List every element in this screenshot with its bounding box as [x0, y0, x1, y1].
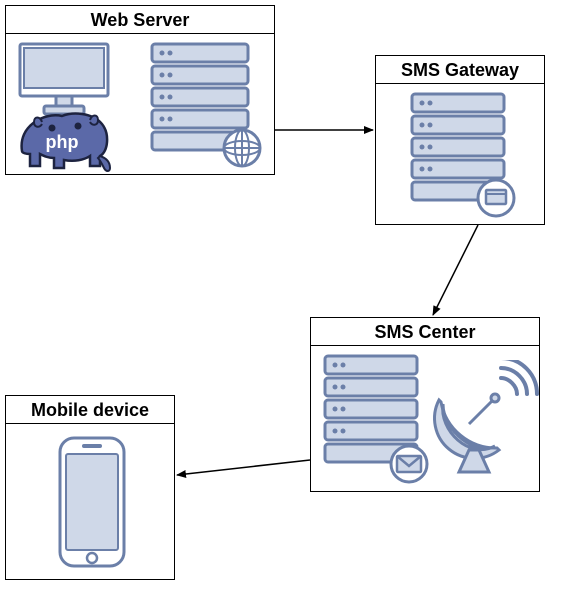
node-body-web-server: php	[6, 34, 274, 176]
php-elephant-icon: php	[10, 106, 120, 176]
edge-sms_gateway-to-sms_center	[433, 225, 478, 315]
node-web-server: Web Server php	[5, 5, 275, 175]
node-title-mobile-device: Mobile device	[6, 396, 174, 424]
edge-sms_center-to-mobile_device	[177, 460, 310, 475]
node-body-sms-center	[311, 346, 539, 493]
node-sms-gateway: SMS Gateway	[375, 55, 545, 225]
node-title-web-server: Web Server	[6, 6, 274, 34]
node-body-sms-gateway	[376, 84, 544, 226]
node-body-mobile-device	[6, 424, 174, 581]
server-globe-icon	[146, 40, 266, 170]
node-title-sms-center: SMS Center	[311, 318, 539, 346]
node-title-sms-gateway: SMS Gateway	[376, 56, 544, 84]
satellite-dish-icon	[429, 360, 539, 480]
node-mobile-device: Mobile device	[5, 395, 175, 580]
server-mail-icon	[319, 352, 429, 487]
smartphone-icon	[52, 434, 132, 574]
node-sms-center: SMS Center	[310, 317, 540, 492]
server-card-icon	[406, 90, 516, 220]
svg-text:php: php	[46, 132, 79, 152]
